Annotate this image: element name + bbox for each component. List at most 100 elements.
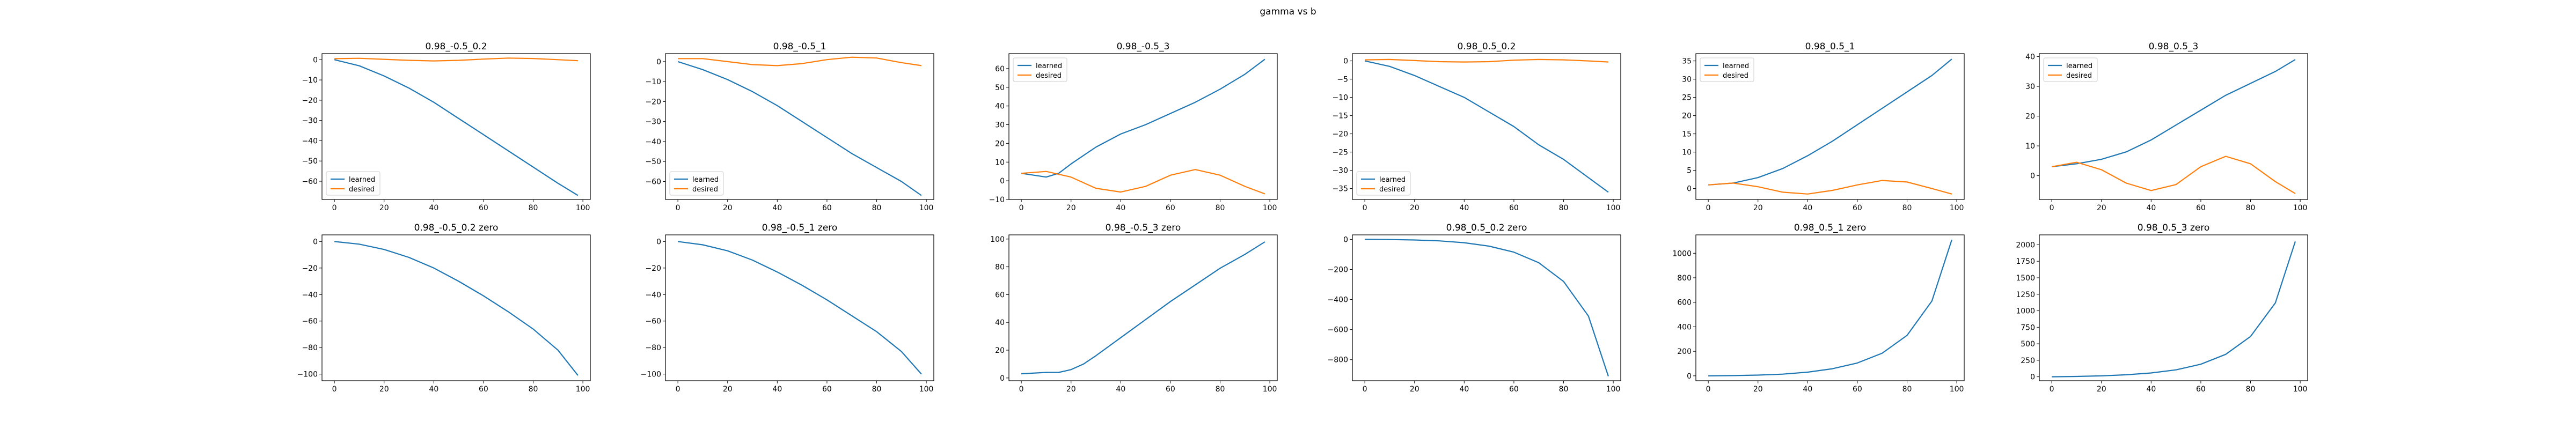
x-tick-label: 40 [2146, 204, 2156, 212]
x-tick-label: 80 [1216, 385, 1225, 394]
x-tick-label: 80 [1559, 385, 1569, 394]
y-tick-label: −10 [645, 78, 661, 86]
subplot-title: 0.98_0.5_3 zero [2138, 223, 2210, 233]
x-tick-label: 60 [1166, 204, 1175, 212]
y-tick-label: 10 [995, 158, 1005, 167]
x-tick-label: 80 [872, 385, 882, 394]
series-line-learned [2052, 241, 2296, 378]
legend-label-desired: desired [349, 186, 375, 194]
x-tick-label: 100 [919, 385, 934, 394]
legend-label-learned: learned [1379, 176, 1406, 184]
y-tick-label: −80 [645, 344, 661, 352]
x-tick-label: 20 [1066, 204, 1076, 212]
subplot-10: 0.98_0.5_0.2 zero 0 20 40 60 80 100 0 −200 −400 −6… [1328, 223, 1621, 394]
x-tick-label: 60 [822, 385, 832, 394]
series-line-learned [677, 61, 922, 196]
series-line-learned [1364, 60, 1609, 193]
y-tick-label: −40 [302, 137, 318, 145]
series-line-desired [1021, 169, 1265, 195]
subplot-title: 0.98_-0.5_0.2 [425, 41, 487, 52]
x-tick-label: 60 [1853, 385, 1862, 394]
x-tick-label: 40 [429, 204, 438, 212]
legend-label-desired: desired [1379, 186, 1405, 194]
subplot-title: 0.98_-0.5_3 zero [1106, 223, 1181, 233]
x-tick-label: 80 [2246, 385, 2256, 394]
x-tick-label: 40 [1459, 385, 1469, 394]
figure-suptitle: gamma vs b [1260, 6, 1316, 17]
y-tick-label: 0 [313, 56, 318, 64]
legend-label-desired: desired [1036, 72, 1062, 80]
y-tick-label: −5 [1337, 76, 1348, 84]
y-tick-label: 1500 [2016, 274, 2035, 283]
x-tick-label: 100 [1606, 385, 1621, 394]
axes-frame [1352, 234, 1621, 381]
axes-frame [2039, 53, 2308, 200]
y-tick-label: 1000 [1672, 249, 1692, 258]
y-tick-label: 0 [1687, 185, 1692, 194]
x-tick-label: 20 [2097, 385, 2106, 394]
y-tick-label: −30 [302, 117, 318, 125]
x-tick-label: 40 [1459, 204, 1469, 212]
y-tick-label: 60 [995, 65, 1005, 73]
x-tick-label: 100 [1263, 204, 1277, 212]
y-tick-label: 2000 [2016, 241, 2035, 249]
y-tick-label: 0 [1343, 57, 1348, 66]
y-tick-label: −80 [302, 344, 318, 352]
x-tick-label: 0 [1019, 385, 1024, 394]
y-tick-label: 0 [313, 238, 318, 246]
x-tick-label: 100 [1950, 385, 1964, 394]
axes-frame [2039, 234, 2308, 381]
x-tick-label: 60 [1509, 204, 1519, 212]
series-line-learned [1708, 239, 1952, 376]
x-tick-label: 60 [2196, 204, 2206, 212]
legend: learned desired [1013, 57, 1067, 82]
y-tick-label: 60 [995, 291, 1005, 299]
x-tick-label: 100 [1263, 385, 1277, 394]
y-tick-label: 20 [1682, 112, 1692, 121]
y-tick-label: −800 [1328, 356, 1348, 365]
y-tick-label: −10 [302, 76, 318, 85]
x-tick-label: 80 [529, 385, 538, 394]
y-tick-label: 1750 [2016, 257, 2035, 266]
y-tick-label: −400 [1328, 296, 1348, 305]
y-tick-label: −10 [989, 196, 1005, 204]
y-tick-label: 30 [1682, 76, 1692, 84]
x-tick-label: 60 [479, 385, 488, 394]
y-tick-label: −20 [645, 264, 661, 273]
subplot-2: 0.98_-0.5_1 0 20 40 60 80 100 0 −10 −20 −30 −40 −50 −… [645, 41, 934, 212]
x-tick-label: 80 [1216, 204, 1225, 212]
x-tick-label: 20 [1066, 385, 1076, 394]
x-tick-label: 0 [676, 385, 680, 394]
x-tick-label: 20 [723, 204, 733, 212]
subplot-title: 0.98_0.5_3 [2149, 41, 2199, 52]
x-tick-label: 0 [1706, 204, 1711, 212]
series-line-desired [678, 56, 922, 66]
legend-label-learned: learned [1723, 62, 1749, 70]
series-line-learned [1021, 241, 1265, 375]
x-tick-label: 100 [2293, 204, 2308, 212]
y-tick-label: 5 [1687, 167, 1692, 175]
y-tick-label: 10 [2025, 142, 2035, 151]
y-tick-label: −10 [1332, 94, 1348, 102]
subplot-5: 0.98_0.5_1 0 20 40 60 80 100 0 5 10 15 20 25 30 35 lear… [1682, 41, 1965, 212]
axes-frame [1695, 234, 1965, 381]
x-tick-label: 60 [1509, 385, 1519, 394]
y-tick-label: 0 [2030, 373, 2035, 382]
y-tick-label: −60 [302, 317, 318, 326]
x-tick-label: 60 [822, 204, 832, 212]
legend: learned desired [2043, 57, 2098, 82]
subplot-title: 0.98_0.5_1 [1805, 41, 1855, 52]
y-tick-label: −20 [302, 264, 318, 273]
subplot-title: 0.98_-0.5_1 [773, 41, 826, 52]
y-tick-label: 25 [1682, 94, 1692, 102]
series-line-learned [1365, 239, 1609, 376]
y-tick-label: −600 [1328, 326, 1348, 335]
y-tick-label: 10 [1682, 149, 1692, 157]
series-line-learned [1021, 58, 1265, 178]
y-tick-label: 0 [1000, 177, 1005, 186]
x-tick-label: 20 [1753, 385, 1763, 394]
series-line-learned [677, 241, 922, 375]
legend-label-learned: learned [2066, 62, 2092, 70]
x-tick-label: 40 [2146, 385, 2156, 394]
